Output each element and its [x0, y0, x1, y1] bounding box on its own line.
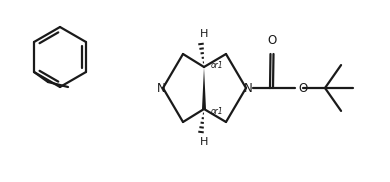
Text: N: N [244, 82, 252, 94]
Text: H: H [200, 29, 208, 39]
Text: N: N [157, 82, 165, 94]
Text: H: H [200, 137, 208, 147]
Text: O: O [268, 34, 277, 47]
Polygon shape [202, 67, 206, 109]
Text: or1: or1 [211, 106, 223, 116]
Text: O: O [298, 82, 307, 96]
Text: or1: or1 [211, 60, 223, 70]
